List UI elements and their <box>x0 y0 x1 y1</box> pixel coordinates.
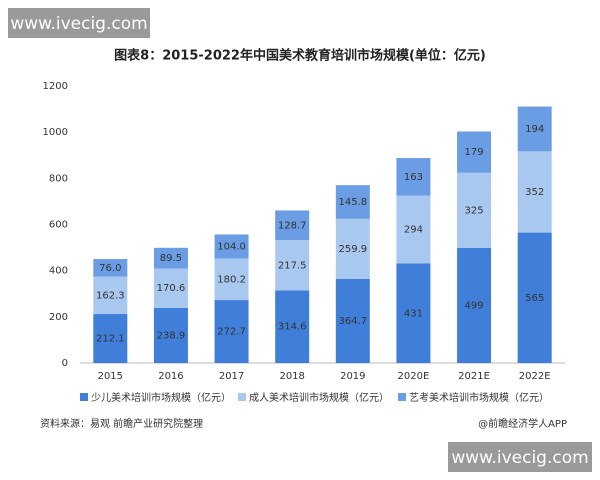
bar-segment <box>457 172 492 248</box>
value-label: 352 <box>525 187 544 198</box>
bar-segment <box>214 300 249 363</box>
value-label: 272.7 <box>217 327 246 338</box>
bar-segment <box>517 151 552 233</box>
bar-segment <box>153 268 188 308</box>
bar-segment <box>275 210 310 241</box>
value-label: 325 <box>465 205 484 216</box>
y-tick-label: 800 <box>49 173 68 184</box>
value-label: 431 <box>404 308 423 319</box>
legend-label: 成人美术培训市场规模（亿元） <box>249 391 389 404</box>
source: 资料来源：易观 前瞻产业研究院整理 <box>40 417 203 430</box>
legend-swatch <box>80 393 88 401</box>
legend-label: 少儿美术培训市场规模（亿元） <box>91 391 231 404</box>
bar-segment <box>457 247 492 363</box>
y-tick-label: 1000 <box>43 127 68 138</box>
bar-segment <box>335 218 370 279</box>
value-label: 162.3 <box>96 290 125 301</box>
value-label: 364.7 <box>338 316 367 327</box>
value-label: 314.6 <box>278 322 307 333</box>
bar-segment <box>93 276 128 315</box>
bar-segment <box>275 240 310 291</box>
x-tick-label: 2017 <box>219 371 244 382</box>
bar-segment <box>214 234 249 259</box>
value-label: 217.5 <box>278 260 307 271</box>
x-tick-label: 2020E <box>398 371 430 382</box>
bar-segment <box>396 263 431 363</box>
bar-segment <box>214 258 249 301</box>
watermark-box <box>8 8 150 38</box>
y-tick-label: 600 <box>49 220 68 231</box>
bar-segment <box>517 106 552 152</box>
bar-segment <box>153 247 188 269</box>
x-tick-label: 2018 <box>279 371 304 382</box>
value-label: 212.1 <box>96 334 125 345</box>
x-tick-label: 2015 <box>98 371 123 382</box>
value-label: 89.5 <box>160 253 182 264</box>
watermark-box <box>448 442 592 472</box>
x-tick-label: 2019 <box>340 371 365 382</box>
bar-segment <box>153 307 188 363</box>
value-label: 259.9 <box>338 244 367 255</box>
bar-segment <box>335 278 370 363</box>
y-tick-label: 400 <box>49 266 68 277</box>
x-tick-label: 2022E <box>519 371 551 382</box>
value-label: 294 <box>404 225 423 236</box>
y-tick-label: 200 <box>49 312 68 323</box>
bar-segment <box>457 131 492 173</box>
chart-title: 图表8：2015-2022年中国美术教育培训市场规模(单位：亿元) <box>114 48 486 64</box>
bar-segment <box>275 290 310 363</box>
value-label: 194 <box>525 124 544 135</box>
value-label: 128.7 <box>278 220 307 231</box>
value-label: 170.6 <box>157 283 186 294</box>
x-tick-label: 2016 <box>158 371 183 382</box>
y-tick-label: 0 <box>62 358 68 369</box>
value-label: 499 <box>465 300 484 311</box>
value-label: 238.9 <box>157 330 186 341</box>
bar-segment <box>93 314 128 363</box>
bar-segment <box>396 158 431 196</box>
watermark: www.ivecig.com <box>10 14 147 34</box>
bar-segment <box>517 232 552 363</box>
value-label: 104.0 <box>217 241 246 252</box>
value-label: 163 <box>404 172 423 183</box>
bar-segment <box>396 195 431 264</box>
value-label: 179 <box>465 147 484 158</box>
y-tick-label: 1200 <box>43 81 68 92</box>
value-label: 145.8 <box>338 197 367 208</box>
bar-segment <box>93 259 128 277</box>
legend-swatch <box>398 393 406 401</box>
value-label: 180.2 <box>217 274 246 285</box>
bar-segment <box>335 185 370 219</box>
legend-swatch <box>238 393 246 401</box>
credit: @前瞻经济学人APP <box>478 417 567 430</box>
watermark: www.ivecig.com <box>451 448 588 468</box>
value-label: 76.0 <box>99 263 121 274</box>
x-tick-label: 2021E <box>458 371 490 382</box>
legend-label: 艺考美术培训市场规模（亿元） <box>409 391 549 404</box>
value-label: 565 <box>525 293 544 304</box>
